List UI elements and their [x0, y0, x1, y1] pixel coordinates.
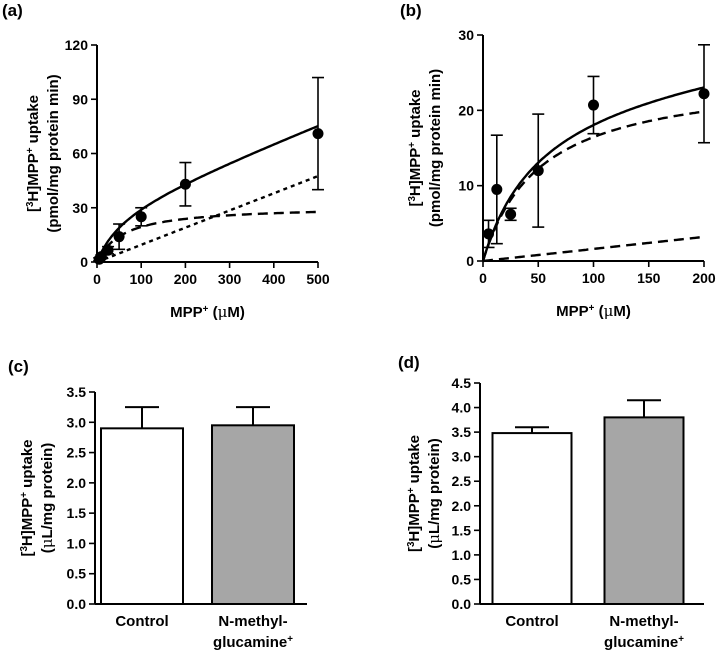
- x-axis-label: MPP+ (μM): [170, 303, 245, 321]
- data-point: [135, 211, 147, 223]
- x-tick-label: 150: [637, 270, 661, 286]
- x-tick-label: 0: [93, 271, 101, 287]
- panel-letter: (b): [400, 1, 422, 20]
- y-axis-label-units: (μL/mg protein): [38, 443, 56, 554]
- category-label-line2: glucamine+: [604, 634, 684, 652]
- data-point: [312, 128, 324, 140]
- y-tick-label: 2.0: [67, 475, 87, 491]
- x-tick-label: 200: [692, 270, 716, 286]
- y-tick-label: 0: [466, 253, 474, 269]
- panel-letter: (c): [8, 357, 29, 376]
- panel-letter: (d): [398, 353, 420, 372]
- y-tick-label: 90: [72, 91, 88, 107]
- y-tick-label: 1.5: [452, 522, 472, 538]
- fit-curve-dashed: [481, 110, 705, 262]
- panel-b: (b) 0 10 20 30 0 50 100 150 200 [3H]MPP+ uptake (pm…: [400, 1, 716, 320]
- fit-curve-dashed: [95, 210, 319, 263]
- y-tick-label: 1.0: [67, 535, 87, 551]
- data-point: [505, 208, 517, 220]
- y-tick-label: 4.5: [452, 375, 472, 391]
- y-tick-label: 3.5: [67, 384, 87, 400]
- y-tick-label: 1.0: [452, 547, 472, 563]
- y-tick-label: 0.0: [67, 596, 87, 612]
- x-tick-label: 100: [582, 270, 606, 286]
- y-tick-label: 1.5: [67, 505, 87, 521]
- y-tick-label: 20: [458, 102, 474, 118]
- y-tick-label: 120: [65, 37, 89, 53]
- y-tick-label: 2.5: [452, 473, 472, 489]
- fit-curve-dashed: [482, 235, 705, 263]
- y-axis-label: [3H]MPP+ uptake: [406, 435, 424, 552]
- data-point: [491, 183, 503, 195]
- y-tick-label: 10: [458, 178, 474, 194]
- x-tick-label: 0: [479, 270, 487, 286]
- x-tick-label: 500: [306, 271, 330, 287]
- y-tick-label: 2.5: [67, 445, 87, 461]
- y-axis-label-units: (pmol/mg protein min): [427, 69, 444, 227]
- y-axis-label-units: (pmol/mg protein min): [45, 74, 62, 232]
- data-point: [483, 228, 495, 240]
- category-label: Control: [115, 613, 168, 630]
- bar-control: [100, 427, 184, 606]
- data-point: [102, 244, 114, 256]
- bar-n-methyl-glucamine: [603, 416, 685, 605]
- category-label: Control: [505, 613, 558, 630]
- y-tick-label: 30: [458, 27, 474, 43]
- bar-n-methyl-glucamine: [211, 424, 295, 606]
- panel-c: (c) 0.0 0.5 1.0 1.5 2.0 2.5 3.0 3.5 [3H]MPP+ upta…: [8, 357, 307, 651]
- y-tick-label: 3.0: [452, 449, 472, 465]
- x-tick-label: 400: [262, 271, 286, 287]
- y-tick-label: 3.5: [452, 424, 472, 440]
- fit-curve-solid: [95, 124, 319, 263]
- data-point: [532, 165, 544, 177]
- panel-d: (d) 0.0 0.5 1.0 1.5 2.0 2.5 3.0 3.5 4.0 4.5 [3H]MPP…: [398, 353, 704, 651]
- y-axis-label: [3H]MPP+ uptake: [25, 95, 43, 212]
- category-label: N-methyl-: [609, 613, 678, 630]
- data-point: [113, 231, 125, 243]
- y-tick-label: 2.0: [452, 498, 472, 514]
- y-tick-label: 60: [72, 146, 88, 162]
- y-tick-label: 0: [80, 254, 88, 270]
- y-axis-label-units: (μL/mg protein): [425, 438, 443, 549]
- y-tick-label: 0.5: [67, 566, 87, 582]
- x-axis-label: MPP+ (μM): [556, 302, 631, 320]
- y-tick-label: 30: [72, 200, 88, 216]
- x-tick-label: 100: [130, 271, 154, 287]
- y-tick-label: 4.0: [452, 400, 472, 416]
- y-tick-label: 0.0: [452, 596, 472, 612]
- category-label: N-methyl-: [218, 613, 287, 630]
- y-axis-label: [3H]MPP+ uptake: [19, 439, 37, 556]
- x-tick-label: 300: [218, 271, 242, 287]
- y-tick-label: 0.5: [452, 571, 472, 587]
- y-axis-label: [3H]MPP+ uptake: [407, 89, 425, 206]
- x-tick-label: 50: [530, 270, 546, 286]
- bar-control: [491, 432, 573, 605]
- y-tick-label: 3.0: [67, 414, 87, 430]
- x-tick-label: 200: [174, 271, 198, 287]
- data-point: [179, 178, 191, 190]
- panel-a: (a) 0 30 60 90 120 0 100 200 300 400 500 [3H]MPP+ up…: [2, 1, 330, 321]
- category-label-line2: glucamine+: [213, 634, 293, 652]
- data-point: [698, 88, 710, 100]
- data-point: [588, 99, 599, 111]
- panel-letter: (a): [2, 1, 23, 20]
